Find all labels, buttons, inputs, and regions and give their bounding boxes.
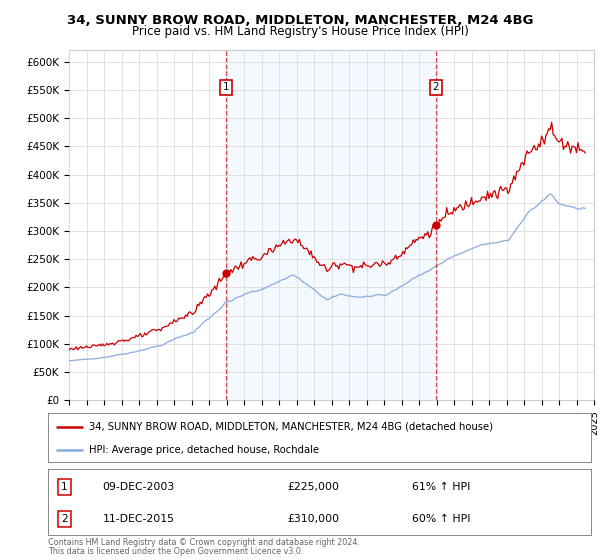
Text: HPI: Average price, detached house, Rochdale: HPI: Average price, detached house, Roch…	[89, 445, 319, 455]
Text: 11-DEC-2015: 11-DEC-2015	[103, 514, 175, 524]
Text: Contains HM Land Registry data © Crown copyright and database right 2024.: Contains HM Land Registry data © Crown c…	[48, 538, 360, 547]
Text: 2: 2	[61, 514, 68, 524]
Text: 1: 1	[223, 82, 229, 92]
Text: This data is licensed under the Open Government Licence v3.0.: This data is licensed under the Open Gov…	[48, 547, 304, 556]
Text: 2: 2	[433, 82, 439, 92]
Text: 34, SUNNY BROW ROAD, MIDDLETON, MANCHESTER, M24 4BG (detached house): 34, SUNNY BROW ROAD, MIDDLETON, MANCHEST…	[89, 422, 493, 432]
Text: 61% ↑ HPI: 61% ↑ HPI	[412, 482, 470, 492]
Text: 60% ↑ HPI: 60% ↑ HPI	[412, 514, 470, 524]
Text: 1: 1	[61, 482, 68, 492]
Bar	[226, 50, 436, 400]
Text: 09-DEC-2003: 09-DEC-2003	[103, 482, 175, 492]
Text: £310,000: £310,000	[287, 514, 339, 524]
Text: 34, SUNNY BROW ROAD, MIDDLETON, MANCHESTER, M24 4BG: 34, SUNNY BROW ROAD, MIDDLETON, MANCHEST…	[67, 14, 533, 27]
Text: Price paid vs. HM Land Registry's House Price Index (HPI): Price paid vs. HM Land Registry's House …	[131, 25, 469, 38]
Text: £225,000: £225,000	[287, 482, 339, 492]
